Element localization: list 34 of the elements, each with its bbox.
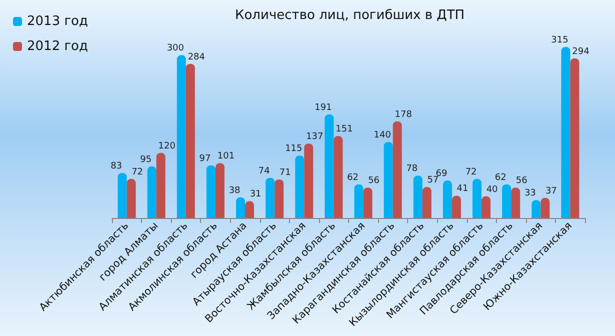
data-label: 38 [228,186,241,196]
data-label: 140 [374,130,392,140]
data-label: 74 [258,166,270,176]
data-label: 40 [486,184,498,195]
data-label: 101 [217,152,235,162]
data-label: 41 [456,184,468,194]
data-label: 62 [347,172,359,183]
data-label: 284 [188,52,206,62]
data-label: 178 [394,110,412,120]
data-label: 294 [572,46,590,57]
data-label: 120 [158,141,176,152]
data-label: 72 [132,167,144,178]
legend-label: 2012 год [27,39,88,54]
data-label: 71 [279,168,291,178]
data-label: 37 [545,186,557,196]
data-label: 115 [285,144,302,154]
data-label: 72 [465,167,477,178]
data-label: 56 [368,176,380,186]
data-label: 191 [314,102,332,113]
data-label: 56 [516,176,528,186]
data-label: 97 [199,154,211,164]
chart-title: Количество лиц, погибших в ДТП [235,8,465,23]
data-label: 300 [166,44,184,54]
legend-label: 2013 год [27,14,88,29]
data-label: 95 [140,154,152,165]
data-label: 31 [250,190,262,200]
data-label: 33 [524,188,536,199]
data-label: 137 [306,132,324,142]
data-label: 315 [551,36,568,46]
data-label: 57 [427,176,439,186]
data-label: 151 [336,124,353,135]
data-label: 83 [110,161,122,172]
data-label: 78 [406,164,418,174]
data-label: 62 [494,172,506,183]
